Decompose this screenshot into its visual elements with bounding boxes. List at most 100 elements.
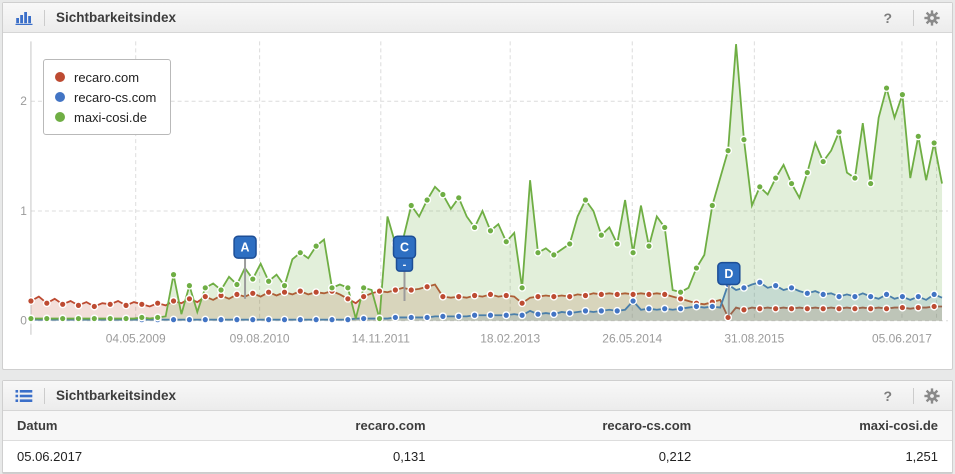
data-point-maxi-cosi.de[interactable] <box>486 226 495 235</box>
data-point-recaro.com[interactable] <box>169 296 178 305</box>
data-point-recaro.com[interactable] <box>644 290 653 299</box>
data-point-maxi-cosi.de[interactable] <box>835 127 844 136</box>
data-point-recaro-cs.com[interactable] <box>613 306 622 315</box>
data-point-maxi-cosi.de[interactable] <box>708 201 717 210</box>
data-point-recaro-cs.com[interactable] <box>533 310 542 319</box>
data-point-recaro-cs.com[interactable] <box>882 290 891 299</box>
data-point-maxi-cosi.de[interactable] <box>153 313 162 322</box>
data-point-maxi-cosi.de[interactable] <box>264 277 273 286</box>
data-point-recaro-cs.com[interactable] <box>565 309 574 318</box>
data-point-recaro.com[interactable] <box>850 304 859 313</box>
data-point-recaro-cs.com[interactable] <box>739 283 748 292</box>
data-point-recaro-cs.com[interactable] <box>866 292 875 301</box>
data-point-recaro-cs.com[interactable] <box>676 304 685 313</box>
data-point-recaro-cs.com[interactable] <box>660 304 669 313</box>
data-point-recaro-cs.com[interactable] <box>248 315 257 324</box>
data-point-recaro-cs.com[interactable] <box>343 315 352 324</box>
data-point-recaro.com[interactable] <box>359 292 368 301</box>
data-point-recaro.com[interactable] <box>803 304 812 313</box>
data-point-recaro-cs.com[interactable] <box>692 302 701 311</box>
data-point-maxi-cosi.de[interactable] <box>914 132 923 141</box>
data-point-recaro-cs.com[interactable] <box>850 292 859 301</box>
data-point-maxi-cosi.de[interactable] <box>850 174 859 183</box>
data-point-recaro.com[interactable] <box>343 294 352 303</box>
data-point-recaro.com[interactable] <box>375 287 384 296</box>
data-point-maxi-cosi.de[interactable] <box>898 90 907 99</box>
help-button[interactable]: ? <box>883 9 892 26</box>
data-point-recaro-cs.com[interactable] <box>629 296 638 305</box>
data-point-recaro.com[interactable] <box>137 300 146 309</box>
data-point-maxi-cosi.de[interactable] <box>26 314 35 323</box>
data-point-recaro-cs.com[interactable] <box>835 292 844 301</box>
data-point-recaro-cs.com[interactable] <box>280 315 289 324</box>
data-point-maxi-cosi.de[interactable] <box>739 135 748 144</box>
data-point-maxi-cosi.de[interactable] <box>502 237 511 246</box>
data-point-maxi-cosi.de[interactable] <box>328 283 336 292</box>
data-point-recaro.com[interactable] <box>787 304 796 313</box>
data-point-recaro.com[interactable] <box>407 286 416 295</box>
settings-button[interactable] <box>914 9 940 26</box>
data-point-maxi-cosi.de[interactable] <box>676 288 685 297</box>
data-point-recaro.com[interactable] <box>898 303 907 312</box>
data-point-recaro.com[interactable] <box>866 304 875 313</box>
data-point-recaro-cs.com[interactable] <box>359 314 368 323</box>
data-point-recaro-cs.com[interactable] <box>644 304 653 313</box>
data-point-recaro-cs.com[interactable] <box>581 306 590 315</box>
legend-item-recaro-cs.com[interactable]: recaro-cs.com <box>55 87 156 107</box>
data-point-maxi-cosi.de[interactable] <box>629 248 638 257</box>
data-point-recaro.com[interactable] <box>248 289 257 298</box>
data-point-recaro.com[interactable] <box>232 290 241 299</box>
data-point-recaro-cs.com[interactable] <box>264 315 273 324</box>
data-point-recaro.com[interactable] <box>755 304 764 313</box>
data-point-maxi-cosi.de[interactable] <box>296 248 305 257</box>
data-point-recaro.com[interactable] <box>486 290 495 299</box>
data-point-recaro.com[interactable] <box>518 299 527 308</box>
data-point-recaro.com[interactable] <box>629 290 638 299</box>
data-point-recaro.com[interactable] <box>819 304 828 313</box>
data-point-recaro.com[interactable] <box>771 304 780 313</box>
data-point-maxi-cosi.de[interactable] <box>359 283 368 292</box>
data-point-maxi-cosi.de[interactable] <box>169 270 178 279</box>
data-point-maxi-cosi.de[interactable] <box>787 179 796 188</box>
data-point-maxi-cosi.de[interactable] <box>106 314 115 323</box>
data-point-recaro-cs.com[interactable] <box>803 289 812 298</box>
data-point-maxi-cosi.de[interactable] <box>660 223 669 232</box>
data-point-maxi-cosi.de[interactable] <box>74 314 83 323</box>
data-point-recaro-cs.com[interactable] <box>201 315 210 324</box>
data-point-recaro.com[interactable] <box>391 286 400 295</box>
data-point-maxi-cosi.de[interactable] <box>122 314 131 323</box>
data-point-recaro.com[interactable] <box>549 292 558 301</box>
data-point-recaro.com[interactable] <box>90 302 99 311</box>
data-point-recaro.com[interactable] <box>26 296 35 305</box>
data-point-recaro.com[interactable] <box>423 282 432 291</box>
data-point-recaro-cs.com[interactable] <box>328 315 336 324</box>
data-point-maxi-cosi.de[interactable] <box>423 196 432 204</box>
data-point-recaro-cs.com[interactable] <box>423 313 432 322</box>
data-point-maxi-cosi.de[interactable] <box>644 242 653 251</box>
data-point-maxi-cosi.de[interactable] <box>438 190 447 199</box>
data-point-maxi-cosi.de[interactable] <box>42 314 51 323</box>
data-point-recaro.com[interactable] <box>454 292 463 301</box>
data-point-recaro.com[interactable] <box>930 302 939 311</box>
data-point-maxi-cosi.de[interactable] <box>533 248 542 257</box>
settings-button[interactable] <box>914 387 940 404</box>
data-point-recaro.com[interactable] <box>42 299 51 308</box>
data-point-recaro.com[interactable] <box>312 288 321 297</box>
data-point-recaro.com[interactable] <box>581 291 590 300</box>
data-point-maxi-cosi.de[interactable] <box>771 174 780 183</box>
data-point-recaro-cs.com[interactable] <box>391 313 400 322</box>
data-point-maxi-cosi.de[interactable] <box>518 283 527 292</box>
data-point-recaro.com[interactable] <box>122 301 131 310</box>
data-point-recaro.com[interactable] <box>153 299 162 308</box>
data-point-recaro.com[interactable] <box>597 290 606 299</box>
data-point-recaro-cs.com[interactable] <box>470 311 479 320</box>
data-point-recaro-cs.com[interactable] <box>185 315 194 324</box>
data-point-maxi-cosi.de[interactable] <box>882 84 891 93</box>
data-point-recaro-cs.com[interactable] <box>771 281 780 290</box>
visibility-chart[interactable]: 0 1 2 04.05.2009 09.08.2010 14.11.2011 18.02.2… <box>3 33 952 369</box>
data-point-recaro-cs.com[interactable] <box>930 290 939 299</box>
data-point-recaro-cs.com[interactable] <box>169 315 178 324</box>
data-point-recaro-cs.com[interactable] <box>217 315 226 324</box>
data-point-recaro-cs.com[interactable] <box>486 311 495 320</box>
data-point-recaro-cs.com[interactable] <box>502 311 511 320</box>
